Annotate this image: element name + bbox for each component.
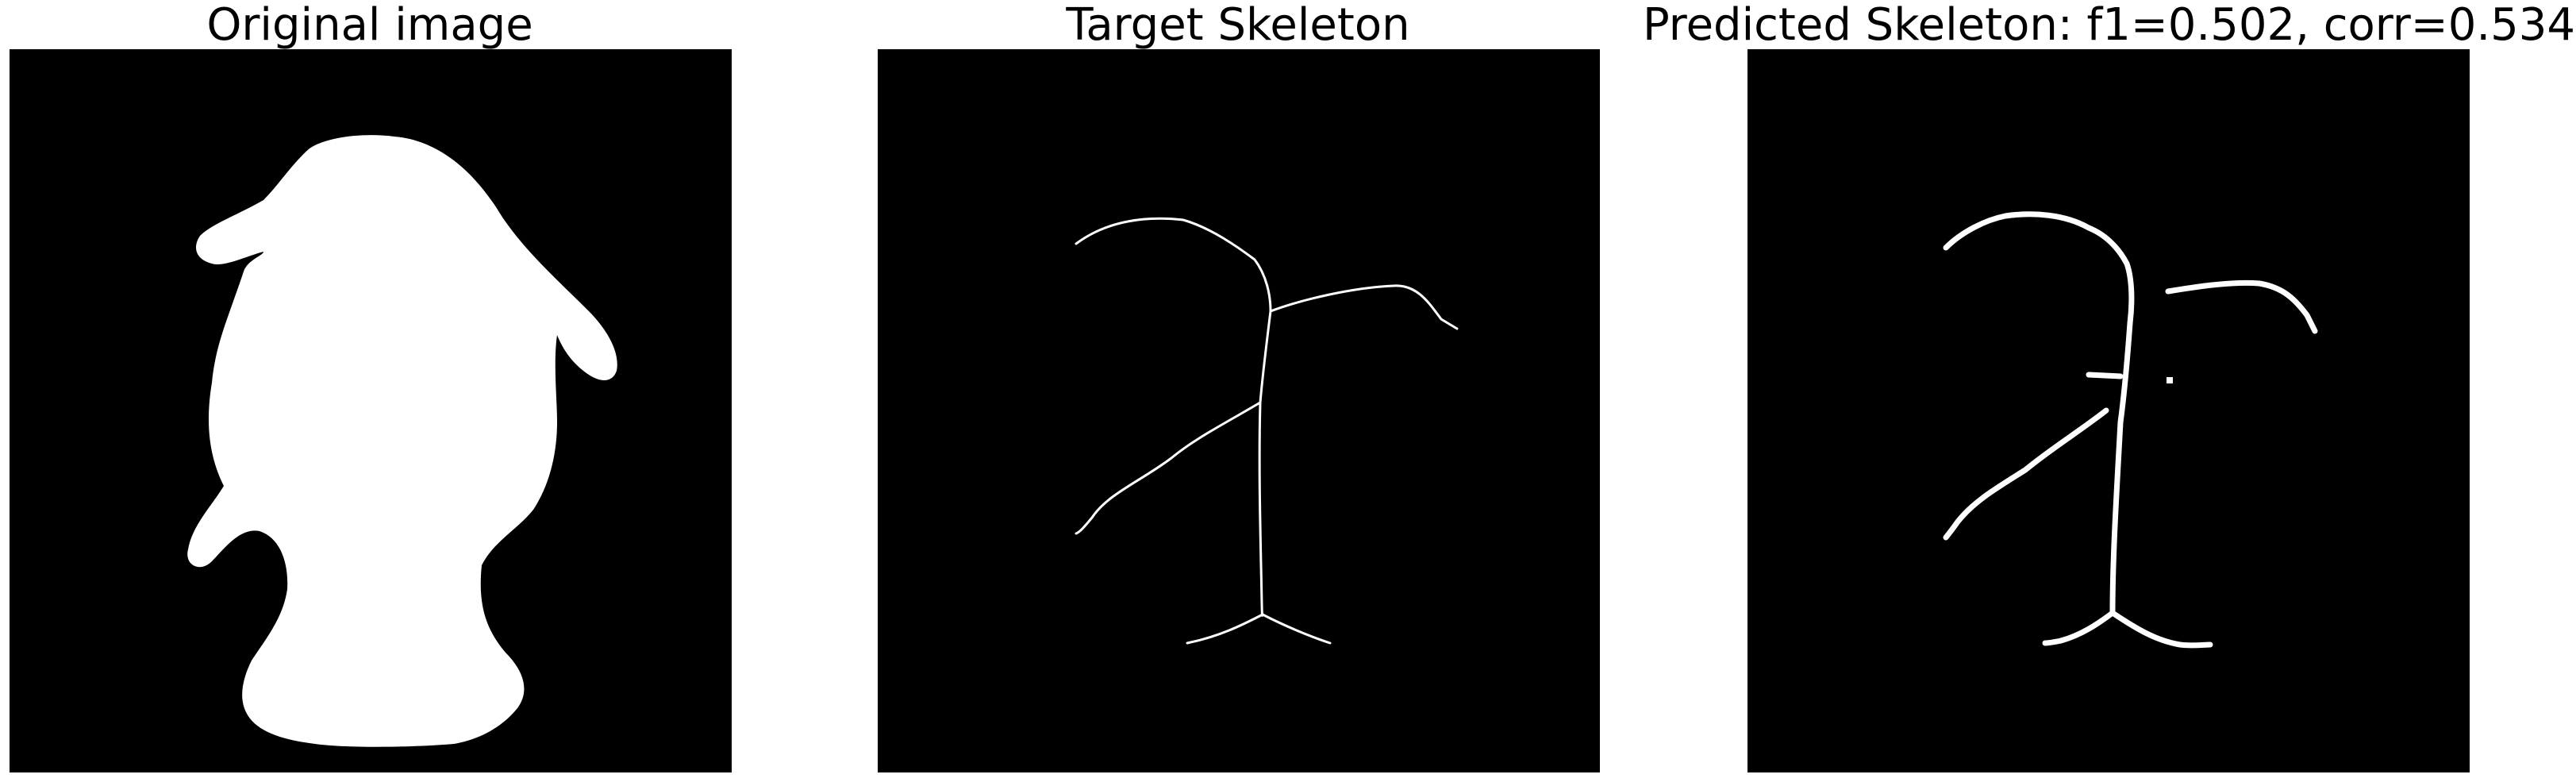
panel-title-original: Original image [206, 0, 533, 51]
target-skeleton-image [878, 49, 1600, 772]
target-trunk [1258, 310, 1272, 617]
predicted-short-left-stub [2086, 372, 2124, 379]
predicted-bottom-right-branch [2109, 610, 2213, 649]
predicted-top-left-branch [1943, 211, 2135, 326]
predicted-lower-left-branch [1943, 407, 2109, 541]
panel-title-target: Target Skeleton [1066, 0, 1410, 51]
predicted-isolated-dot [2167, 377, 2173, 383]
panel-title-predicted: Predicted Skeleton: f1=0.502, corr=0.534 [1643, 0, 2576, 51]
target-top-left-branch [1075, 217, 1272, 313]
original-image [10, 49, 732, 772]
target-bottom-left-branch [1186, 613, 1264, 645]
predicted-trunk [2109, 320, 2133, 616]
predicted-bottom-left-branch [2042, 610, 2116, 646]
predicted-right-branch [2165, 279, 2318, 334]
target-lower-left-branch [1075, 401, 1262, 535]
target-bottom-right-branch [1261, 613, 1332, 645]
predicted-skeleton-image [1747, 49, 2470, 772]
silhouette-shape [187, 135, 617, 747]
target-right-branch [1269, 284, 1459, 330]
